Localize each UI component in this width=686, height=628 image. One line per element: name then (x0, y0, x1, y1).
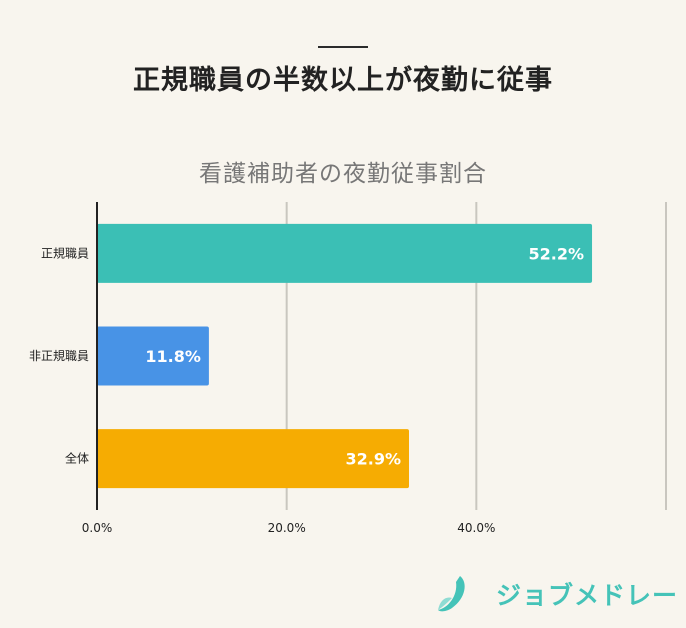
chart-title: 看護補助者の夜勤従事割合 (199, 161, 487, 187)
bar (97, 223, 593, 283)
headline-rule (318, 46, 368, 48)
bar (97, 429, 410, 489)
value-label: 52.2% (529, 244, 585, 263)
x-tick-label: 20.0% (268, 521, 306, 535)
headline: 正規職員の半数以上が夜勤に従事 (133, 65, 553, 96)
bar-chart: 0.0% 20.0% 40.0% 正規職員 52.2% 非正規職員 11.8% 全体 32.9% (29, 202, 667, 535)
category-label: 非正規職員 (29, 348, 89, 363)
logo-mark-icon (438, 576, 465, 612)
category-label: 全体 (65, 451, 89, 466)
x-tick-label: 0.0% (82, 521, 113, 535)
category-label: 正規職員 (41, 245, 89, 260)
jobmedley-logo: ジョブメドレー (434, 572, 677, 616)
value-label: 32.9% (345, 450, 401, 469)
logo-text: ジョブメドレー (496, 581, 679, 610)
bar (97, 326, 209, 386)
value-label: 11.8% (145, 347, 201, 366)
x-tick-label: 40.0% (457, 521, 495, 535)
